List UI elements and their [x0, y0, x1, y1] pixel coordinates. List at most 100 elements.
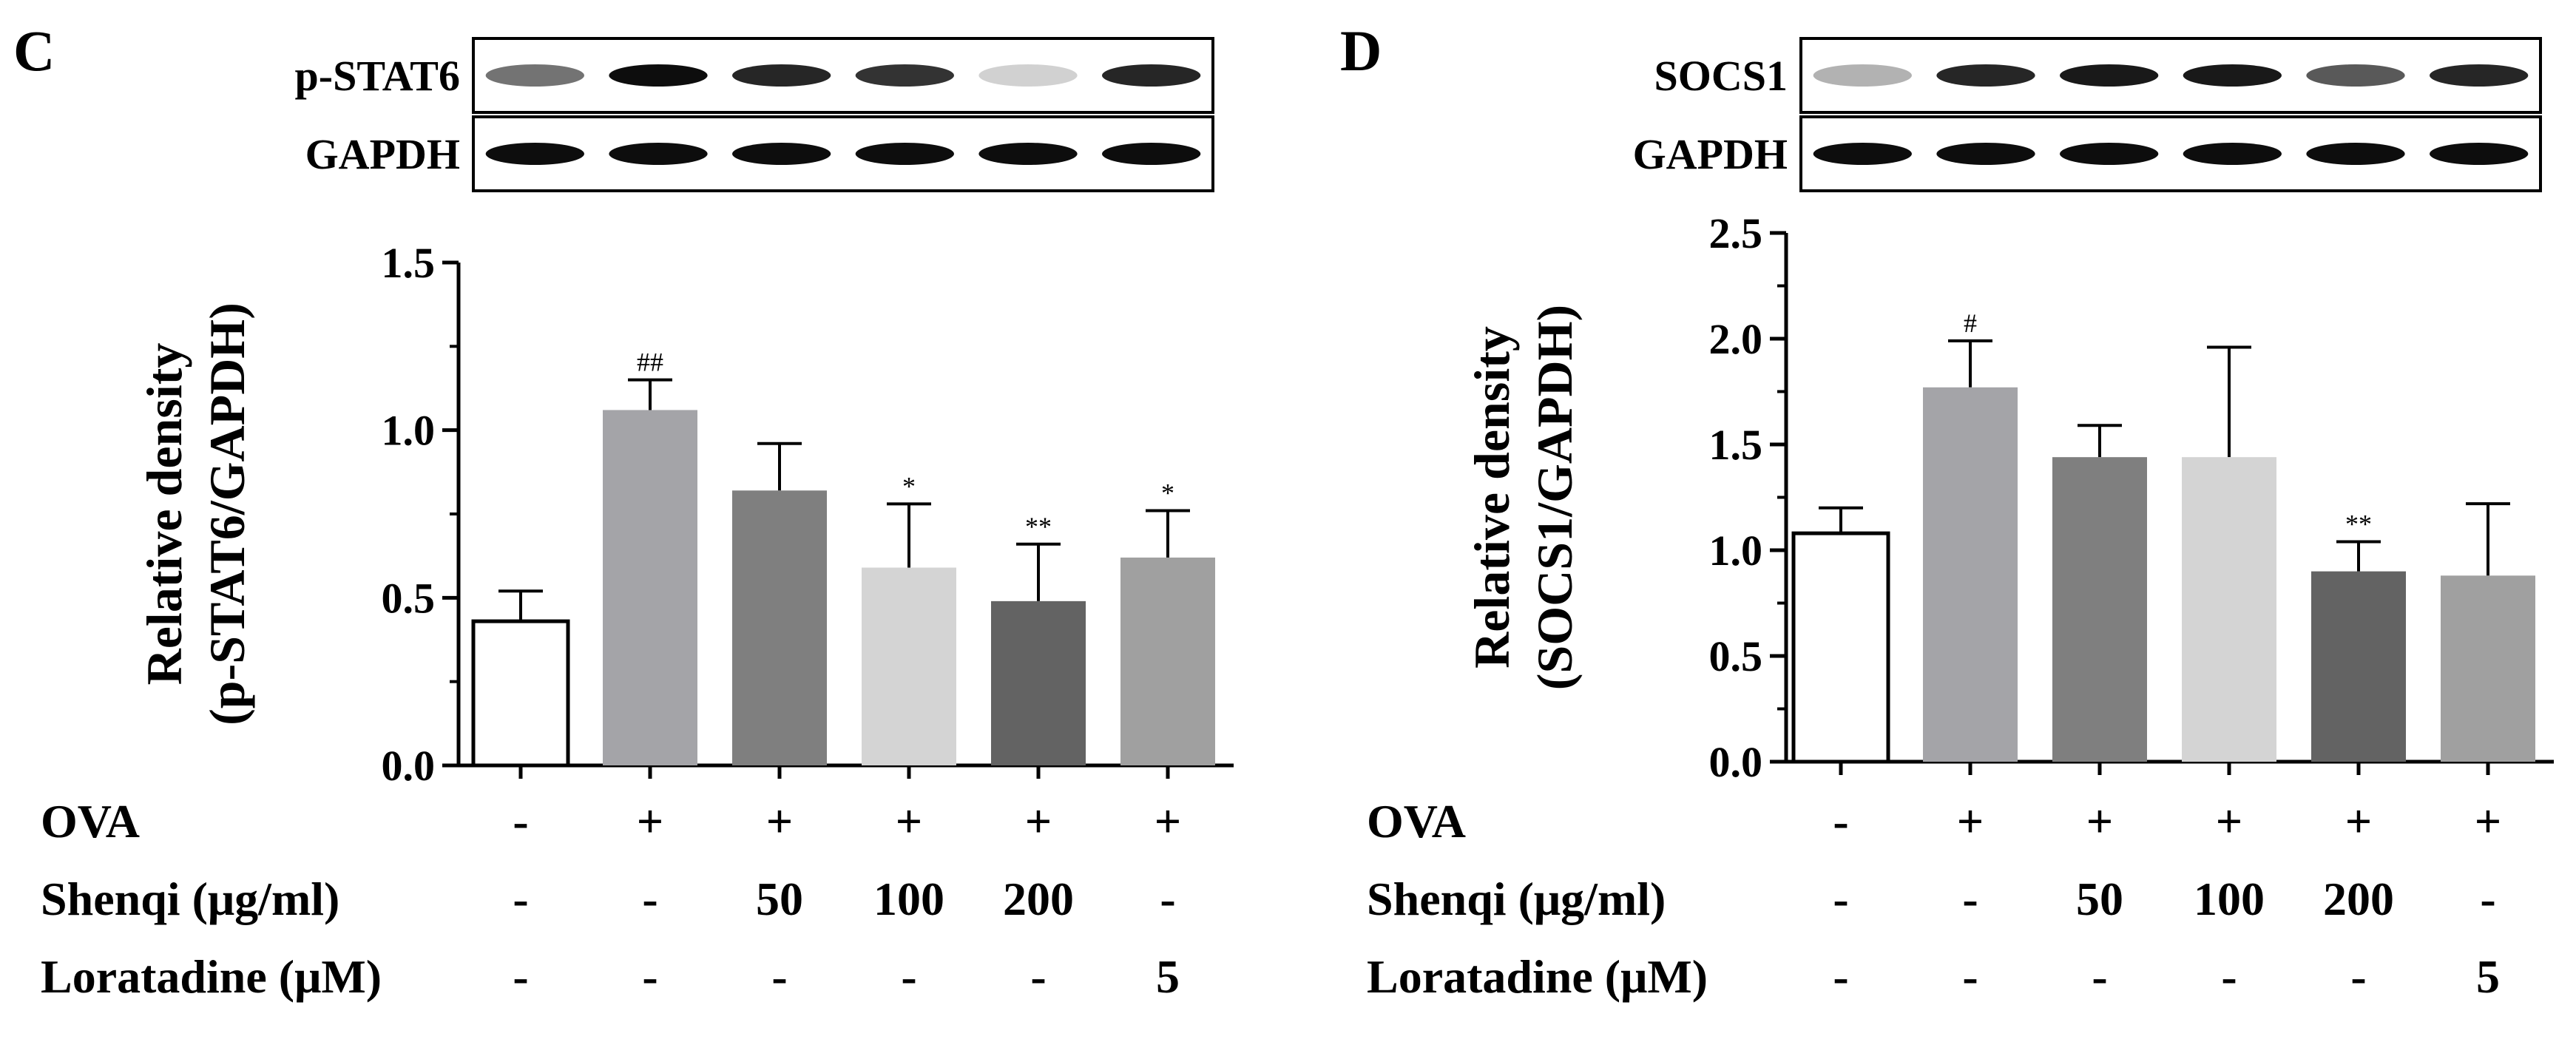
- blot-band: [485, 143, 584, 165]
- bar-1: [1791, 531, 1890, 764]
- table-cell: -: [1833, 795, 1848, 848]
- table-cell: +: [1957, 795, 1984, 848]
- table-row-label: Loratadine (μM): [1367, 950, 1708, 1003]
- table-cell: 5: [2476, 950, 2500, 1003]
- table-cell: 200: [2323, 873, 2394, 925]
- blot-band: [2060, 143, 2159, 165]
- table-cell: -: [1160, 873, 1175, 925]
- table-cell: -: [1833, 950, 1848, 1003]
- blot-frame: [472, 115, 1214, 192]
- table-cell: -: [2092, 950, 2107, 1003]
- blot-band: [2430, 64, 2529, 87]
- bar-3: [2052, 457, 2147, 762]
- panel-d: D SOCS1 GAPDH 0.0 0.5 1.0 1.5 2.0 2.5 Relative de…: [1340, 18, 2554, 1003]
- table-cell: -: [513, 795, 528, 848]
- table-cell: 5: [1156, 950, 1180, 1003]
- table-row-label: Loratadine (μM): [41, 950, 382, 1003]
- blot-band: [2183, 64, 2282, 87]
- significance-mark: *: [902, 471, 916, 501]
- blot-band: [485, 64, 584, 87]
- blot-band: [978, 143, 1078, 165]
- blot-label: p-STAT6: [295, 52, 460, 100]
- table-cell: +: [1155, 795, 1181, 848]
- blot-band: [978, 64, 1078, 87]
- y-tick-label: 1.5: [382, 239, 436, 287]
- blot-band: [1813, 143, 1912, 165]
- panel-letter: D: [1340, 18, 1382, 83]
- blot-band: [855, 64, 955, 87]
- y-tick-label: 0.0: [1709, 738, 1763, 786]
- table-cell: -: [513, 873, 528, 925]
- table-cell: -: [901, 950, 916, 1003]
- bar-6: [1120, 557, 1215, 765]
- blot-band: [2306, 143, 2405, 165]
- bar-3: [732, 490, 827, 765]
- table-row-label: Shenqi (μg/ml): [41, 873, 339, 925]
- bar-5: [991, 600, 1086, 765]
- table-row-label: OVA: [1367, 795, 1466, 848]
- bar-6: [2441, 575, 2535, 762]
- table-cell: +: [2475, 795, 2501, 848]
- y-tick-label: 2.0: [1709, 315, 1763, 363]
- table-cell: -: [2480, 873, 2495, 925]
- table-cell: 50: [756, 873, 803, 925]
- table-cell: +: [2216, 795, 2242, 848]
- table-cell: +: [1025, 795, 1052, 848]
- y-tick-label: 1.0: [1709, 527, 1763, 575]
- blot-band: [609, 64, 708, 87]
- blot-band: [1936, 143, 2035, 165]
- y-axis-label: (p-STAT6/GAPDH): [199, 302, 255, 725]
- y-axis-label: (SOCS1/GAPDH): [1527, 305, 1583, 690]
- table-cell: 200: [1003, 873, 1074, 925]
- table-row-label: OVA: [41, 795, 140, 848]
- y-axis-label: Relative density: [136, 343, 192, 686]
- table-cell: -: [1833, 873, 1848, 925]
- blot-band: [2183, 143, 2282, 165]
- blot-band: [2060, 64, 2159, 87]
- bar-4: [862, 567, 956, 765]
- y-tick-label: 0.5: [382, 574, 436, 622]
- table-cell: -: [1030, 950, 1046, 1003]
- table-row-label: Shenqi (μg/ml): [1367, 873, 1666, 925]
- blot-band: [609, 143, 708, 165]
- y-tick-label: 0.0: [382, 742, 436, 790]
- table-cell: +: [896, 795, 922, 848]
- table-cell: -: [1962, 950, 1978, 1003]
- blot-band: [731, 143, 831, 165]
- bar-2: [1923, 387, 2018, 762]
- table-cell: 100: [2194, 873, 2265, 925]
- blot-band: [1813, 64, 1912, 87]
- table-cell: 100: [873, 873, 944, 925]
- y-axis-label: Relative density: [1464, 326, 1520, 669]
- blot-label: SOCS1: [1654, 52, 1788, 100]
- table-cell: -: [2350, 950, 2366, 1003]
- bar-4: [2182, 457, 2276, 762]
- y-tick-label: 0.5: [1709, 632, 1763, 680]
- y-tick-label: 2.5: [1709, 209, 1763, 257]
- table-cell: -: [1962, 873, 1978, 925]
- table-cell: +: [2345, 795, 2372, 848]
- blot-frame: [1799, 115, 2542, 192]
- table-cell: -: [642, 873, 657, 925]
- significance-mark: #: [1964, 308, 1977, 338]
- blot-frame: [1799, 37, 2542, 114]
- table-cell: -: [2221, 950, 2237, 1003]
- table-cell: -: [513, 950, 528, 1003]
- blot-band: [1102, 143, 1201, 165]
- significance-mark: ##: [637, 348, 663, 377]
- blot-label: GAPDH: [1633, 130, 1788, 178]
- table-cell: -: [642, 950, 657, 1003]
- blot-band: [2430, 143, 2529, 165]
- bar-5: [2311, 571, 2406, 762]
- blot-band: [731, 64, 831, 87]
- blot-frame: [472, 37, 1214, 114]
- table-cell: +: [766, 795, 793, 848]
- significance-mark: **: [1025, 512, 1052, 541]
- significance-mark: *: [1161, 478, 1174, 507]
- blot-band: [2306, 64, 2405, 87]
- blot-band: [855, 143, 955, 165]
- blot-band: [1936, 64, 2035, 87]
- blot-band: [1102, 64, 1201, 87]
